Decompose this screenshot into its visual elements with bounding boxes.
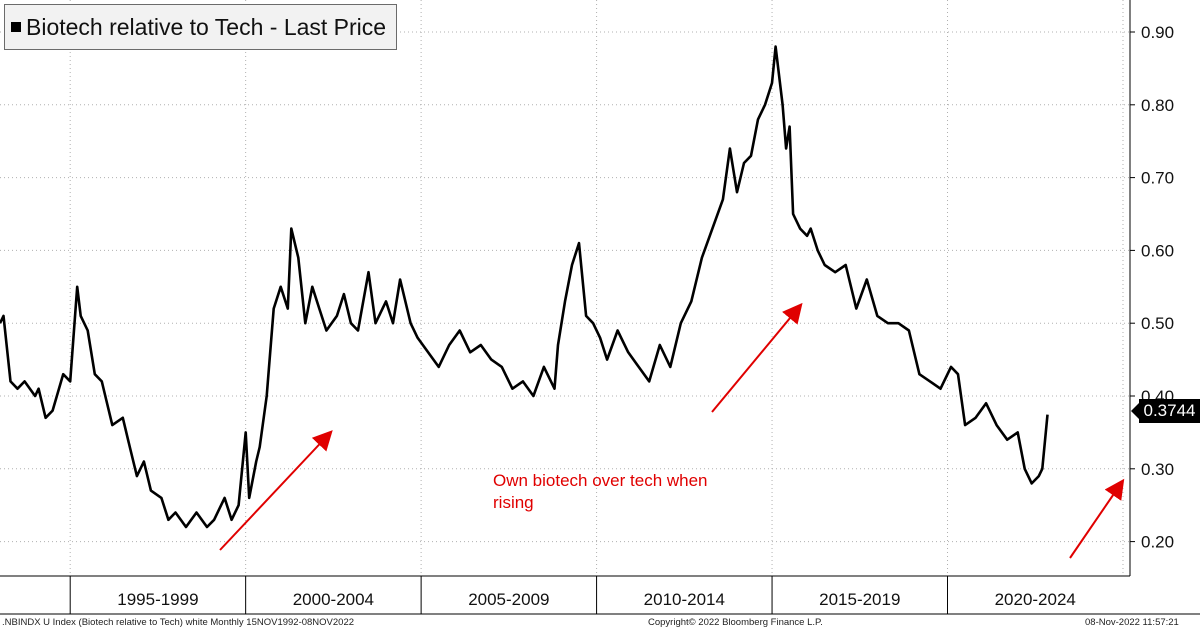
axes	[0, 0, 1200, 615]
y-tick-label: 0.60	[1141, 241, 1174, 260]
vertical-gridlines	[69, 0, 1124, 576]
last-price-label: 0.3744	[1131, 399, 1200, 423]
y-axis-ticks: 0.900.800.700.600.500.400.300.20	[1130, 23, 1174, 552]
annotation-arrow	[219, 430, 333, 551]
series-line	[0, 45, 1049, 529]
footer-timestamp: 08-Nov-2022 11:57:21	[1085, 617, 1179, 628]
legend-label: Biotech relative to Tech - Last Price	[26, 13, 387, 40]
footer-copyright: Copyright© 2022 Bloomberg Finance L.P.	[648, 617, 823, 628]
x-axis-period-labels: 1995-1999 2000-2004 2005-2009 2010-2014 2015…	[117, 590, 1076, 609]
annotation-text: Own biotech over tech when rising	[493, 470, 753, 514]
annotation-arrow	[1069, 478, 1125, 559]
annotation-arrow	[711, 302, 803, 413]
annotation-line-1: Own biotech over tech when	[493, 471, 708, 490]
annotation-line-2: rising	[493, 493, 534, 512]
x-period-label: 2020-2024	[995, 590, 1076, 609]
x-period-label: 2000-2004	[293, 590, 374, 609]
y-tick-label: 0.90	[1141, 23, 1174, 42]
x-period-label: 2015-2019	[819, 590, 900, 609]
y-tick-label: 0.70	[1141, 169, 1174, 188]
y-tick-label: 0.80	[1141, 96, 1174, 115]
y-tick-label: 0.30	[1141, 460, 1174, 479]
x-period-label: 1995-1999	[117, 590, 198, 609]
x-period-label: 2005-2009	[468, 590, 549, 609]
y-tick-label: 0.20	[1141, 533, 1174, 552]
annotation-arrows	[219, 302, 1125, 559]
legend-swatch	[11, 22, 21, 32]
legend: Biotech relative to Tech - Last Price	[4, 4, 398, 50]
series-group	[0, 45, 1049, 529]
horizontal-gridlines	[0, 31, 1130, 543]
y-tick-label: 0.50	[1141, 314, 1174, 333]
x-period-label: 2010-2014	[644, 590, 725, 609]
footer-source: .NBINDX U Index (Biotech relative to Tec…	[2, 617, 355, 628]
